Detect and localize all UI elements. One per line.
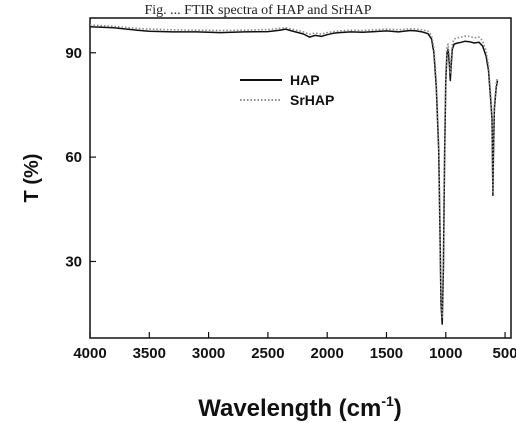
x-tick-label: 2000 xyxy=(310,345,343,362)
x-tick-label: 500 xyxy=(493,345,516,362)
x-tick-label: 1500 xyxy=(370,345,403,362)
plot-frame xyxy=(89,17,512,339)
series-line-hap xyxy=(89,25,499,325)
x-tick-label: 4000 xyxy=(73,345,106,362)
x-tick-label: 1000 xyxy=(429,345,462,362)
x-tick-label: 3500 xyxy=(133,345,166,362)
ticks-layer: 4000 3500 3000 2500 2000 1500 1000 500 30 60 90 xyxy=(65,45,516,362)
y-tick-label: 30 xyxy=(65,253,82,270)
legend: HAP SrHAP xyxy=(240,72,334,108)
y-tick-label: 60 xyxy=(65,149,82,166)
legend-label-hap: HAP xyxy=(290,72,320,88)
series-layer xyxy=(89,24,499,325)
y-axis-title: T (%) xyxy=(21,154,43,203)
legend-label-srhap: SrHAP xyxy=(290,92,334,108)
x-axis-title-close: ) xyxy=(394,395,402,422)
x-axis-title-superscript: -1 xyxy=(381,393,394,409)
x-tick-label: 2500 xyxy=(251,345,284,362)
x-tick-label: 3000 xyxy=(192,345,225,362)
caption-fragment: Fig. ... FTIR spectra of HAP and SrHAP xyxy=(145,3,372,18)
x-axis-title: Wavelength (cm-1) xyxy=(198,393,402,422)
y-tick-label: 90 xyxy=(65,45,82,62)
series-line-srhap xyxy=(89,24,499,318)
x-axis-title-main: Wavelength (cm xyxy=(198,395,381,422)
